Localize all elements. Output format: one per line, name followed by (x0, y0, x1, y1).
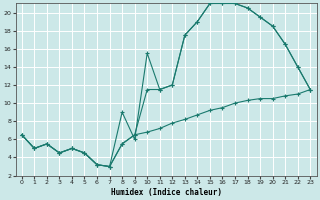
X-axis label: Humidex (Indice chaleur): Humidex (Indice chaleur) (110, 188, 221, 197)
